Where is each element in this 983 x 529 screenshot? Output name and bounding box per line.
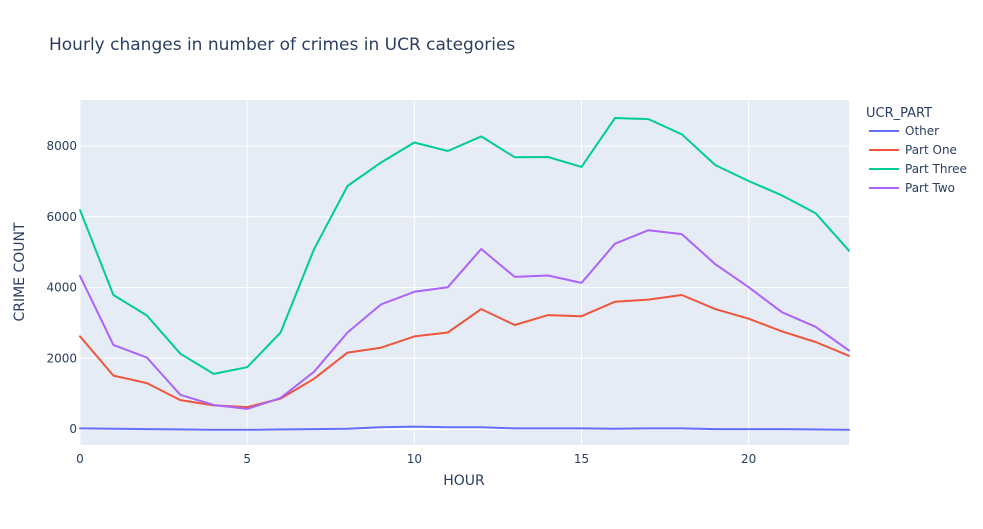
legend-item-part-one[interactable]: Part One	[869, 143, 957, 157]
chart-title: Hourly changes in number of crimes in UC…	[49, 35, 515, 55]
x-tick-label: 10	[407, 452, 422, 466]
legend[interactable]: UCR_PART Other Part One Part Three Part Two	[866, 106, 967, 195]
series-lines	[79, 117, 850, 431]
y-tick-labels: 0 2000 4000 6000 8000	[46, 139, 77, 436]
legend-items[interactable]: Other Part One Part Three Part Two	[869, 124, 967, 195]
legend-label: Part One	[905, 143, 957, 157]
x-gridlines	[79, 100, 750, 445]
x-axis-title: HOUR	[443, 473, 485, 489]
series-line-other[interactable]	[79, 425, 850, 431]
legend-label: Other	[905, 124, 939, 138]
x-tick-label: 0	[76, 452, 84, 466]
legend-title: UCR_PART	[866, 106, 932, 121]
legend-item-part-two[interactable]: Part Two	[869, 181, 955, 195]
legend-item-part-three[interactable]: Part Three	[869, 162, 967, 176]
x-tick-labels: 0 5 10 15 20	[76, 452, 756, 466]
y-axis-title: CRIME COUNT	[12, 222, 28, 322]
x-tick-label: 15	[574, 452, 589, 466]
y-tick-label: 2000	[46, 351, 77, 365]
legend-label: Part Two	[905, 181, 955, 195]
legend-item-other[interactable]: Other	[869, 124, 939, 138]
y-tick-label: 4000	[46, 281, 77, 295]
legend-label: Part Three	[905, 162, 967, 176]
x-tick-label: 20	[741, 452, 756, 466]
y-tick-label: 8000	[46, 139, 77, 153]
series-line-part-two[interactable]	[79, 229, 850, 410]
plot-background	[80, 100, 849, 445]
x-tick-label: 5	[243, 452, 251, 466]
series-line-part-one[interactable]	[79, 294, 850, 409]
series-line-part-three[interactable]	[79, 117, 850, 375]
y-tick-label: 6000	[46, 210, 77, 224]
y-tick-label: 0	[69, 422, 77, 436]
